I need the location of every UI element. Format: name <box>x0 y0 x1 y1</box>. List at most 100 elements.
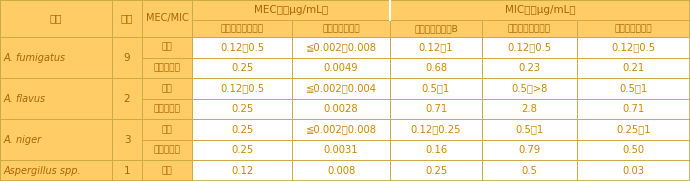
Text: A. flavus: A. flavus <box>4 94 46 104</box>
Text: 株数: 株数 <box>121 14 133 24</box>
Text: 0.5: 0.5 <box>522 166 538 176</box>
Text: ≦0.002～0.008: ≦0.002～0.008 <box>306 42 377 52</box>
Bar <box>142 58 192 78</box>
Bar <box>390 37 482 58</box>
Bar <box>390 140 482 160</box>
Text: 0.008: 0.008 <box>327 166 355 176</box>
Text: 0.5～1: 0.5～1 <box>422 83 450 93</box>
Bar <box>390 99 482 119</box>
Text: 0.21: 0.21 <box>622 63 644 73</box>
Text: 0.0028: 0.0028 <box>324 104 358 114</box>
Bar <box>192 20 292 37</box>
Bar <box>112 160 142 181</box>
Bar <box>390 58 482 78</box>
Text: Aspergillus spp.: Aspergillus spp. <box>4 166 81 176</box>
Bar <box>482 160 577 181</box>
Bar <box>0 119 112 160</box>
Text: 幾何平均値: 幾何平均値 <box>154 104 181 113</box>
Bar <box>192 58 292 78</box>
Text: MIC値（μg/mL）: MIC値（μg/mL） <box>504 5 575 15</box>
Text: MEC値（μg/mL）: MEC値（μg/mL） <box>254 5 328 15</box>
Text: 3: 3 <box>124 135 130 145</box>
Text: 2.8: 2.8 <box>522 104 538 114</box>
Bar <box>390 20 482 37</box>
Bar <box>0 0 112 37</box>
Bar <box>292 119 390 140</box>
Bar <box>577 160 690 181</box>
Bar <box>292 140 390 160</box>
Bar <box>482 119 577 140</box>
Bar <box>142 140 192 160</box>
Text: 0.25: 0.25 <box>231 63 253 73</box>
Bar <box>390 0 690 20</box>
Text: 0.12～1: 0.12～1 <box>419 42 453 52</box>
Text: 0.50: 0.50 <box>622 145 644 155</box>
Text: 9: 9 <box>124 52 130 63</box>
Text: 0.0049: 0.0049 <box>324 63 358 73</box>
Bar <box>192 37 292 58</box>
Text: 0.23: 0.23 <box>518 63 540 73</box>
Text: MEC/MIC: MEC/MIC <box>146 14 188 24</box>
Text: 範囲: 範囲 <box>161 166 172 175</box>
Text: A. niger: A. niger <box>4 135 42 145</box>
Text: 0.25: 0.25 <box>231 145 253 155</box>
Text: 0.12～0.5: 0.12～0.5 <box>220 42 264 52</box>
Bar <box>292 99 390 119</box>
Bar <box>482 20 577 37</box>
Text: 0.12～0.25: 0.12～0.25 <box>411 125 461 134</box>
Bar <box>192 160 292 181</box>
Bar <box>292 58 390 78</box>
Bar <box>390 119 482 140</box>
Text: 0.12～0.5: 0.12～0.5 <box>611 42 656 52</box>
Bar <box>142 160 192 181</box>
Bar <box>292 37 390 58</box>
Bar <box>192 119 292 140</box>
Bar <box>142 119 192 140</box>
Bar <box>482 78 577 99</box>
Bar <box>0 37 112 78</box>
Bar <box>112 78 142 119</box>
Bar <box>577 37 690 58</box>
Bar <box>142 0 192 37</box>
Text: 0.0031: 0.0031 <box>324 145 358 155</box>
Bar <box>0 160 112 181</box>
Bar <box>292 78 390 99</box>
Bar <box>482 37 577 58</box>
Bar <box>482 99 577 119</box>
Bar <box>390 78 482 99</box>
Bar <box>292 20 390 37</box>
Bar <box>112 119 142 160</box>
Bar <box>577 140 690 160</box>
Text: 0.25: 0.25 <box>231 104 253 114</box>
Text: 0.16: 0.16 <box>425 145 447 155</box>
Bar <box>192 99 292 119</box>
Bar <box>192 140 292 160</box>
Bar <box>577 99 690 119</box>
Bar <box>390 160 482 181</box>
Text: ポリコナゾール: ポリコナゾール <box>615 24 652 33</box>
Bar <box>577 20 690 37</box>
Text: 0.25: 0.25 <box>231 125 253 134</box>
Text: 菌種: 菌種 <box>50 14 62 24</box>
Text: 0.79: 0.79 <box>518 145 541 155</box>
Bar <box>112 0 142 37</box>
Text: 範囲: 範囲 <box>161 84 172 93</box>
Text: 範囲: 範囲 <box>161 43 172 52</box>
Text: 1: 1 <box>124 166 130 176</box>
Text: ≦0.002～0.008: ≦0.002～0.008 <box>306 125 377 134</box>
Text: 0.03: 0.03 <box>622 166 644 176</box>
Bar <box>192 78 292 99</box>
Text: ミカファンギン: ミカファンギン <box>322 24 359 33</box>
Text: 2: 2 <box>124 94 130 104</box>
Text: ≦0.002～0.004: ≦0.002～0.004 <box>306 83 377 93</box>
Bar <box>112 37 142 78</box>
Bar <box>577 119 690 140</box>
Bar <box>577 58 690 78</box>
Text: 0.71: 0.71 <box>622 104 644 114</box>
Text: 範囲: 範囲 <box>161 125 172 134</box>
Text: 0.5～1: 0.5～1 <box>620 83 648 93</box>
Bar <box>482 140 577 160</box>
Text: 0.12: 0.12 <box>231 166 253 176</box>
Text: 幾何平均値: 幾何平均値 <box>154 63 181 72</box>
Bar <box>0 78 112 119</box>
